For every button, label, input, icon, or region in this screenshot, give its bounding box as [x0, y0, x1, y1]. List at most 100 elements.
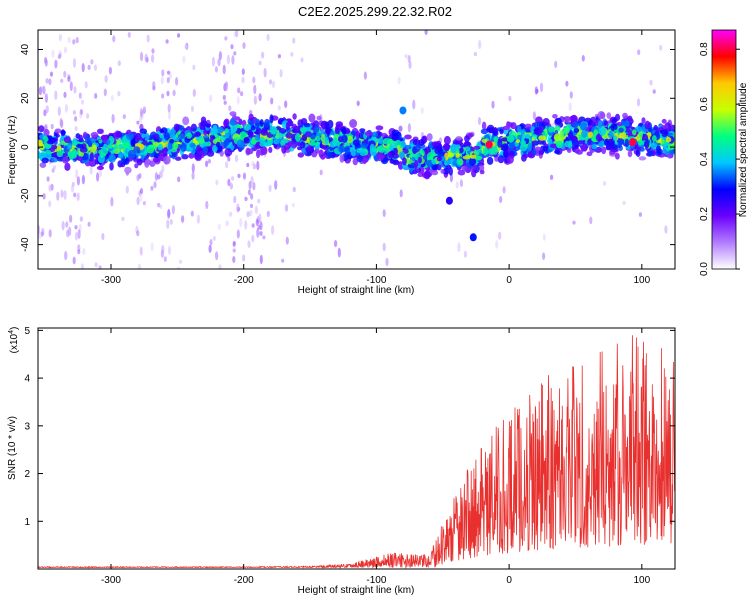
noise-speckle	[212, 236, 216, 241]
y-tick-label: -40	[20, 237, 31, 252]
noise-speckle	[161, 69, 165, 77]
noise-speckle	[217, 223, 221, 231]
ridge-cell	[431, 158, 437, 165]
ridge-cell	[586, 151, 593, 157]
ridge-cell	[375, 125, 384, 131]
ridge-cell	[456, 158, 462, 166]
ridge-cell	[238, 118, 243, 126]
ridge-cell	[316, 115, 322, 121]
noise-speckle	[225, 161, 229, 169]
noise-speckle	[196, 214, 200, 224]
y-tick-label: 1	[24, 517, 30, 528]
noise-speckle	[568, 102, 572, 112]
ridge-cell	[599, 127, 607, 136]
noise-speckle	[211, 56, 215, 67]
noise-speckle	[222, 64, 226, 75]
snr-scale-label: (x104)	[8, 327, 20, 354]
ridge-cell	[291, 143, 297, 149]
ridge-cell	[627, 150, 633, 158]
noise-speckle	[227, 178, 231, 187]
noise-speckle	[184, 43, 188, 50]
x-tick-label: -300	[101, 275, 121, 286]
ridge-cell	[297, 146, 303, 151]
noise-speckle	[284, 100, 288, 108]
x-tick-label: -200	[234, 575, 254, 586]
noise-speckle	[81, 174, 85, 185]
noise-speckle	[499, 196, 503, 203]
x-tick-label: -100	[366, 575, 386, 586]
ridge-cell	[177, 133, 186, 140]
noise-speckle	[508, 95, 512, 102]
noise-speckle	[79, 216, 83, 222]
ridge-cell	[653, 124, 658, 132]
ridge-cell	[627, 115, 633, 122]
noise-speckle	[652, 89, 656, 94]
ridge-cell	[644, 120, 651, 130]
ridge-cell	[359, 150, 367, 157]
noise-speckle	[281, 258, 285, 263]
ridge-cell	[90, 131, 99, 138]
ridge-cell	[308, 113, 316, 123]
ridge-cell	[335, 127, 340, 136]
ridge-cell	[300, 118, 308, 125]
noise-speckle	[65, 221, 69, 228]
noise-speckle	[63, 70, 67, 78]
ridge-cell	[51, 137, 59, 142]
noise-speckle	[256, 160, 260, 171]
noise-speckle	[292, 186, 296, 193]
noise-speckle	[290, 52, 294, 57]
ridge-cell	[486, 156, 494, 165]
noise-speckle	[232, 240, 236, 247]
y-tick-label: 0	[20, 144, 31, 150]
noise-speckle	[171, 205, 175, 215]
noise-speckle	[246, 211, 250, 218]
snr-series-line	[38, 335, 675, 569]
noise-speckle	[63, 190, 67, 200]
ridge-cell	[431, 170, 439, 176]
noise-speckle	[532, 111, 537, 120]
noise-speckle	[86, 113, 90, 119]
noise-speckle	[181, 215, 185, 223]
noise-speckle	[420, 107, 424, 114]
ridge-cell	[591, 144, 598, 150]
ridge-cell	[143, 132, 150, 141]
noise-speckle	[232, 248, 236, 253]
noise-speckle	[157, 174, 161, 180]
ridge-cell	[294, 132, 301, 142]
ridge-cell	[376, 146, 383, 152]
noise-speckle	[77, 229, 81, 240]
ridge-cell	[97, 128, 104, 134]
ridge-cell	[175, 156, 182, 161]
noise-speckle	[54, 90, 58, 100]
noise-speckle	[463, 250, 467, 258]
ridge-cell	[327, 151, 335, 158]
noise-speckle	[67, 76, 71, 82]
ridge-cell	[554, 117, 562, 125]
noise-speckle	[249, 110, 253, 115]
ridge-cell	[593, 129, 599, 136]
ridge-cell	[641, 117, 646, 124]
ridge-cell	[216, 141, 221, 148]
ridge-cell	[65, 165, 70, 171]
noise-speckle	[80, 99, 85, 105]
noise-speckle	[74, 231, 78, 241]
feature-cell	[629, 138, 637, 147]
noise-speckle	[60, 189, 64, 198]
noise-speckle	[48, 200, 52, 208]
noise-speckle	[190, 210, 194, 217]
ridge-cell	[506, 155, 514, 164]
noise-speckle	[178, 259, 183, 264]
noise-speckle	[87, 221, 91, 227]
ridge-cell	[173, 123, 180, 131]
ridge-cell	[537, 121, 542, 129]
ridge-cell	[615, 152, 620, 160]
ridge-cell	[412, 169, 418, 175]
noise-speckle	[44, 93, 49, 103]
ridge-cell	[581, 129, 588, 138]
noise-speckle	[168, 72, 173, 80]
ridge-cell	[171, 152, 178, 158]
noise-speckle	[636, 98, 641, 107]
noise-speckle	[172, 89, 176, 97]
noise-speckle	[259, 254, 263, 265]
ridge-cell	[415, 144, 421, 152]
